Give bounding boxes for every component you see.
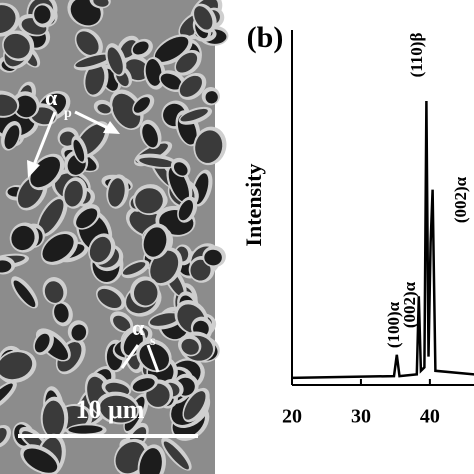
pit: [4, 125, 20, 149]
y-axis-label: Intensity: [241, 163, 266, 246]
pit: [76, 208, 98, 229]
pit: [59, 131, 76, 146]
pit: [180, 108, 208, 122]
pit: [145, 59, 162, 86]
pit: [160, 73, 182, 90]
pit: [195, 130, 223, 163]
pit: [112, 93, 141, 129]
pit: [71, 324, 87, 341]
pit: [42, 233, 74, 262]
pit: [139, 448, 162, 474]
pit: [0, 352, 33, 380]
pit: [93, 0, 109, 7]
pit: [139, 343, 170, 371]
pit: [142, 124, 158, 148]
pit: [178, 200, 194, 221]
pit: [179, 75, 202, 97]
pit: [150, 250, 179, 284]
pit: [73, 139, 85, 162]
pit: [0, 427, 7, 446]
arrowhead: [27, 160, 40, 178]
pit: [143, 227, 167, 257]
annotation-symbol: α: [45, 85, 58, 110]
sem-texture: [0, 0, 229, 474]
pit: [0, 383, 13, 409]
arrow: [146, 344, 160, 373]
pit: [89, 236, 112, 263]
arrowhead: [103, 121, 120, 134]
pit: [154, 36, 189, 62]
panel-label: (b): [247, 21, 284, 54]
pit: [113, 315, 131, 332]
plot: 20 30 40(100)α(002)α(110)β(002)α: [282, 30, 474, 428]
pit: [139, 157, 175, 168]
x-tick-label: 40: [420, 406, 440, 428]
pit: [190, 259, 211, 281]
pit: [75, 54, 110, 68]
pit: [108, 178, 125, 207]
pit: [44, 281, 64, 303]
pit: [173, 162, 188, 176]
pit: [107, 47, 123, 75]
x-tick-label: 20: [282, 406, 302, 428]
arrow: [120, 344, 140, 369]
pit: [34, 5, 51, 24]
pit: [205, 91, 218, 104]
pit: [204, 249, 222, 266]
pit: [85, 64, 105, 95]
pit: [99, 395, 138, 423]
pit: [23, 448, 58, 473]
pit: [183, 391, 206, 420]
pit: [38, 199, 64, 235]
pit: [97, 288, 122, 309]
pit: [181, 338, 199, 355]
pit: [97, 104, 111, 114]
pit: [194, 6, 213, 30]
peak-label: (002)α: [400, 281, 419, 328]
pit: [54, 303, 69, 323]
pit: [175, 52, 198, 73]
annotation-symbol: α: [132, 315, 145, 340]
pit: [163, 441, 189, 470]
pit: [132, 378, 155, 392]
arrow: [30, 111, 57, 171]
scale-bar-label: 10 μm: [76, 395, 145, 424]
pit: [149, 313, 179, 326]
peak-label: (100)α: [384, 301, 403, 348]
xrd-line: [291, 100, 474, 380]
annotation-subscript: p: [64, 106, 72, 121]
pit: [122, 262, 146, 275]
pit: [0, 5, 16, 34]
x-tick-label: 30: [351, 406, 371, 428]
arrow: [74, 110, 113, 132]
pit: [135, 188, 163, 214]
annotation-as: α s: [120, 315, 160, 373]
peak-label: (110)β: [407, 33, 426, 78]
pit: [168, 167, 189, 203]
pit: [76, 31, 99, 55]
pit: [133, 97, 150, 113]
pit: [64, 180, 83, 207]
pit: [34, 333, 50, 353]
pit: [132, 41, 149, 55]
pit: [133, 280, 158, 306]
pit: [13, 280, 36, 308]
annotation-ap: α p: [27, 85, 120, 178]
pit: [68, 425, 103, 434]
pit: [11, 225, 35, 251]
pit: [14, 95, 37, 118]
pit: [0, 94, 18, 116]
peak-label: (002)α: [451, 176, 470, 223]
pit: [42, 400, 65, 438]
pit: [3, 33, 30, 59]
pit: [0, 260, 12, 273]
annotation-subscript: s: [150, 334, 156, 349]
